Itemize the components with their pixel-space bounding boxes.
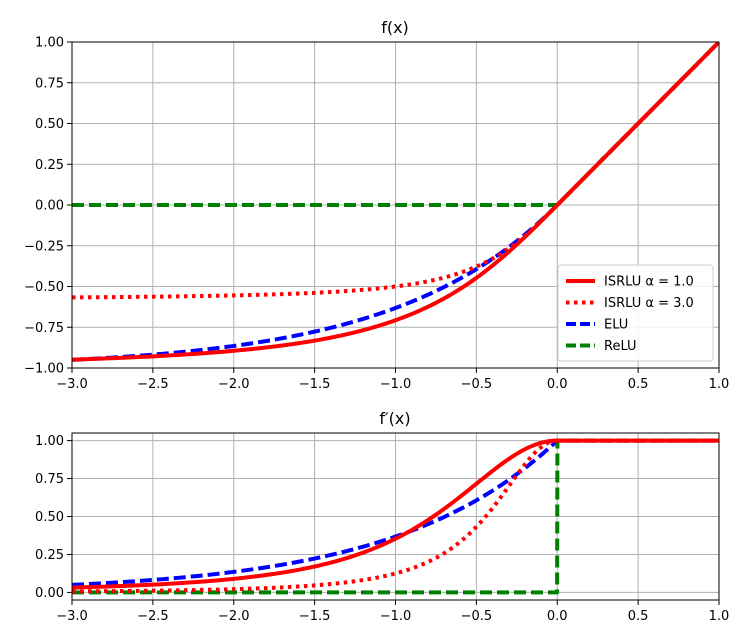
x-tick-label: −1.0	[380, 377, 412, 392]
y-tick-label: −0.50	[24, 280, 64, 295]
y-tick-label: −0.75	[24, 321, 64, 336]
x-tick-label: −2.0	[218, 609, 250, 624]
x-tick-label: −0.5	[461, 609, 493, 624]
x-tick-label: −0.5	[461, 377, 493, 392]
y-tick-label: 0.50	[35, 510, 64, 525]
x-tick-label: −2.5	[137, 377, 169, 392]
y-tick-label: 0.25	[35, 158, 64, 173]
bottom-chart-panel: f′(x) −3.0 −2.5 −2.0 −1.5 −1.0 −0.5 0.0 0.5 1.0 1…	[35, 409, 729, 624]
x-tick-label: 0.0	[547, 609, 568, 624]
x-tick-label: 0.0	[547, 377, 568, 392]
bottom-chart-title: f′(x)	[379, 409, 410, 428]
y-tick-label: 0.00	[35, 586, 64, 601]
y-tick-label: 0.00	[35, 199, 64, 214]
y-tick-label: 0.25	[35, 548, 64, 563]
bottom-chart-series	[72, 438, 719, 595]
top-chart-title: f(x)	[381, 18, 409, 37]
x-tick-label: 0.5	[628, 377, 649, 392]
y-tick-label: −0.25	[24, 239, 64, 254]
y-tick-label: −1.00	[24, 362, 64, 377]
y-tick-label: 0.75	[35, 472, 64, 487]
x-tick-label: −1.5	[299, 609, 331, 624]
top-chart-series	[72, 42, 719, 362]
bottom-chart-grid	[71, 433, 720, 600]
x-tick-label: −3.0	[56, 609, 88, 624]
series-line-isrlu1	[72, 42, 719, 362]
legend: ISRLU α = 1.0 ISRLU α = 3.0 ELU ReLU	[557, 264, 714, 362]
y-tick-label: 0.75	[35, 76, 64, 91]
x-tick-label: −1.5	[299, 377, 331, 392]
legend-box	[557, 264, 714, 362]
legend-label-isrlu1: ISRLU α = 1.0	[604, 275, 694, 290]
y-tick-label: 1.00	[35, 434, 64, 449]
legend-label-relu: ReLU	[604, 339, 637, 354]
bottom-chart-ticks: −3.0 −2.5 −2.0 −1.5 −1.0 −0.5 0.0 0.5 1.0 1.00 0.7…	[35, 434, 729, 624]
x-tick-label: −2.0	[218, 377, 250, 392]
x-tick-label: 1.0	[709, 377, 730, 392]
x-tick-label: −3.0	[56, 377, 88, 392]
x-tick-label: −2.5	[137, 609, 169, 624]
x-tick-label: 0.5	[628, 609, 649, 624]
x-tick-label: 1.0	[709, 609, 730, 624]
legend-label-isrlu3: ISRLU α = 3.0	[604, 296, 694, 311]
top-chart-ticks: −3.0 −2.5 −2.0 −1.5 −1.0 −0.5 0.0 0.5 1.0 1.00 0.7…	[24, 36, 729, 393]
y-tick-label: 1.00	[35, 36, 64, 51]
series-line-isrlu1	[72, 438, 719, 590]
x-tick-label: −1.0	[380, 609, 412, 624]
y-tick-label: 0.50	[35, 117, 64, 132]
legend-label-elu: ELU	[604, 318, 628, 333]
top-chart-panel: f(x) −3.0 −2.5 −2.0 −1.5 −1.0 −0.5 0.0 0.5 1.0 1.…	[24, 18, 729, 392]
